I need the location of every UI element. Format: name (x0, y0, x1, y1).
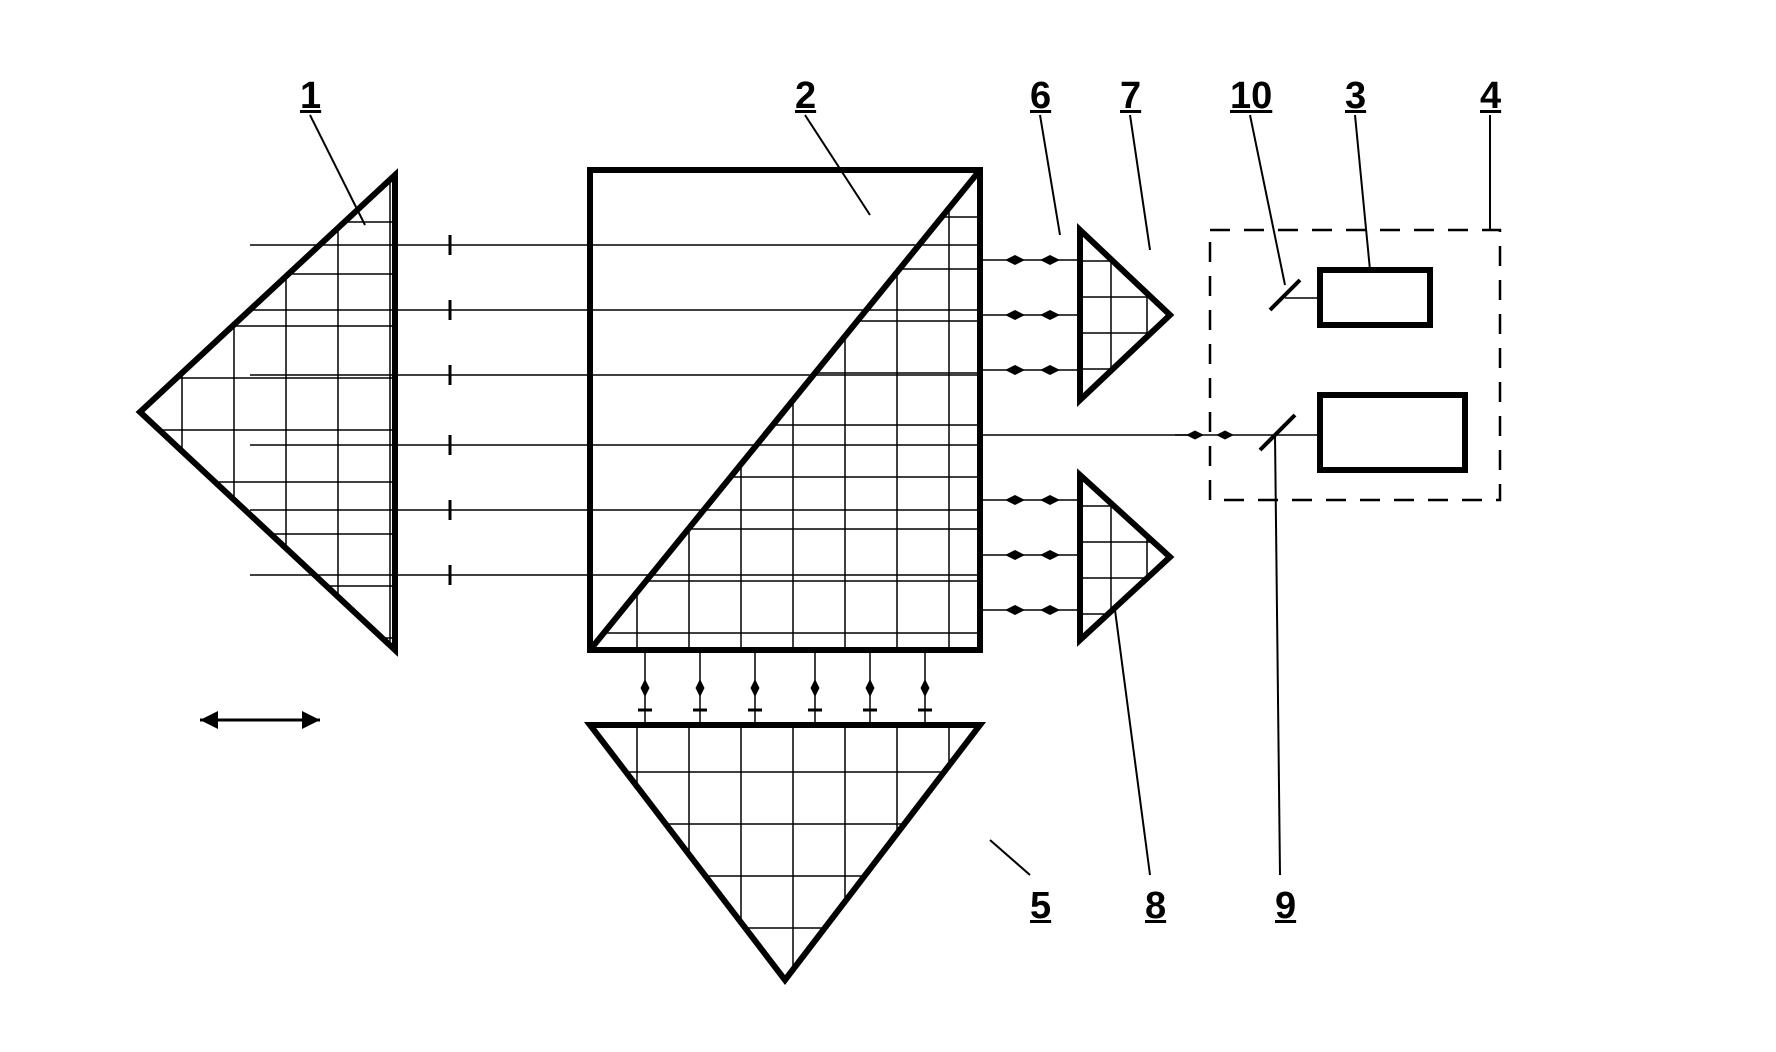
label-2: 2 (795, 75, 816, 118)
label-8: 8 (1145, 885, 1166, 928)
label-3: 3 (1345, 75, 1366, 118)
label-4: 4 (1480, 75, 1501, 118)
optical-diagram (0, 0, 1776, 1052)
label-1: 1 (300, 75, 321, 118)
label-5: 5 (1030, 885, 1051, 928)
label-6: 6 (1030, 75, 1051, 118)
label-9: 9 (1275, 885, 1296, 928)
label-10: 10 (1230, 75, 1272, 118)
label-7: 7 (1120, 75, 1141, 118)
